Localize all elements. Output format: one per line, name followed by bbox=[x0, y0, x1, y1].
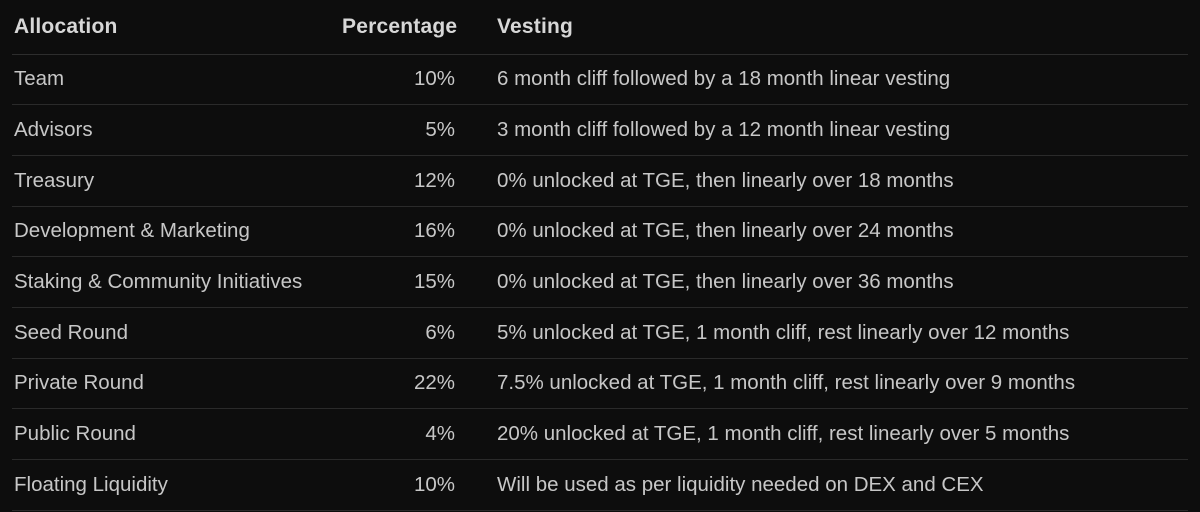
cell-allocation: Public Round bbox=[12, 408, 342, 460]
table-row: Development & Marketing 16% 0% unlocked at… bbox=[12, 206, 1188, 258]
cell-percentage: 6% bbox=[342, 307, 455, 359]
cell-percentage: 15% bbox=[342, 256, 455, 308]
cell-percentage: 22% bbox=[342, 358, 455, 410]
cell-percentage: 16% bbox=[342, 206, 455, 258]
table-row: Seed Round 6% 5% unlocked at TGE, 1 month … bbox=[12, 307, 1188, 359]
table-row: Advisors 5% 3 month cliff followed by a 12… bbox=[12, 104, 1188, 156]
cell-allocation: Private Round bbox=[12, 358, 342, 410]
cell-allocation: Staking & Community Initiatives bbox=[12, 256, 342, 308]
column-header-percentage: Percentage bbox=[342, 0, 457, 55]
cell-vesting: 0% unlocked at TGE, then linearly over 1… bbox=[455, 155, 1188, 207]
cell-percentage: 12% bbox=[342, 155, 455, 207]
cell-allocation: Floating Liquidity bbox=[12, 459, 342, 511]
table-row: Private Round 22% 7.5% unlocked at TGE, 1 … bbox=[12, 358, 1188, 410]
column-header-allocation: Allocation bbox=[12, 0, 342, 55]
cell-percentage: 10% bbox=[342, 459, 455, 511]
cell-percentage: 10% bbox=[342, 54, 455, 106]
cell-vesting: 20% unlocked at TGE, 1 month cliff, rest… bbox=[455, 408, 1188, 460]
cell-vesting: Will be used as per liquidity needed on … bbox=[455, 459, 1188, 511]
cell-percentage: 5% bbox=[342, 104, 455, 156]
cell-vesting: 3 month cliff followed by a 12 month lin… bbox=[455, 104, 1188, 156]
cell-vesting: 5% unlocked at TGE, 1 month cliff, rest … bbox=[455, 307, 1188, 359]
cell-allocation: Seed Round bbox=[12, 307, 342, 359]
header-row: Allocation Percentage Vesting bbox=[12, 0, 1188, 55]
cell-allocation: Treasury bbox=[12, 155, 342, 207]
cell-allocation: Team bbox=[12, 54, 342, 106]
vesting-table: Allocation Percentage Vesting Team 10% 6 m… bbox=[12, 0, 1188, 511]
table-row: Floating Liquidity 10% Will be used as per… bbox=[12, 459, 1188, 511]
cell-vesting: 0% unlocked at TGE, then linearly over 3… bbox=[455, 256, 1188, 308]
table-row: Public Round 4% 20% unlocked at TGE, 1 mon… bbox=[12, 408, 1188, 460]
cell-allocation: Advisors bbox=[12, 104, 342, 156]
cell-vesting: 0% unlocked at TGE, then linearly over 2… bbox=[455, 206, 1188, 258]
cell-percentage: 4% bbox=[342, 408, 455, 460]
cell-allocation: Development & Marketing bbox=[12, 206, 342, 258]
table-row: Staking & Community Initiatives 15% 0% unl… bbox=[12, 256, 1188, 308]
table-row: Team 10% 6 month cliff followed by a 18 mo… bbox=[12, 54, 1188, 106]
cell-vesting: 6 month cliff followed by a 18 month lin… bbox=[455, 54, 1188, 106]
table-row: Treasury 12% 0% unlocked at TGE, then line… bbox=[12, 155, 1188, 207]
column-header-vesting: Vesting bbox=[455, 0, 1188, 55]
cell-vesting: 7.5% unlocked at TGE, 1 month cliff, res… bbox=[455, 358, 1188, 410]
table-header: Allocation Percentage Vesting bbox=[12, 0, 1188, 55]
table-body: Team 10% 6 month cliff followed by a 18 mo… bbox=[12, 54, 1188, 511]
vesting-table-container: Allocation Percentage Vesting Team 10% 6 m… bbox=[12, 0, 1188, 511]
